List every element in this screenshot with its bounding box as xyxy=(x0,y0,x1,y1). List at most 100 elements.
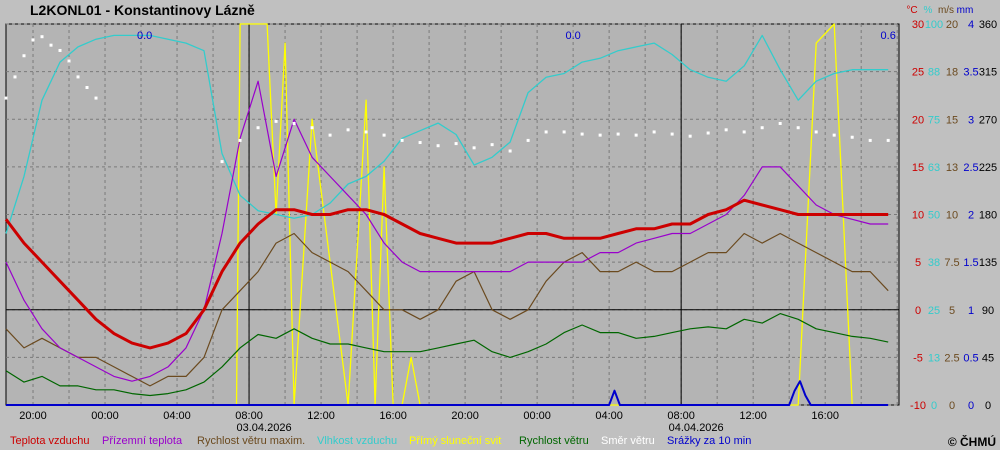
axis-tick-wind: 20 xyxy=(946,19,958,31)
x-tick-label: 20:00 xyxy=(451,410,479,422)
wind-dir-point xyxy=(778,121,782,125)
legend-item: Rychlost větru maxim. xyxy=(197,435,305,447)
axis-tick-humidity: 25 xyxy=(928,305,940,317)
legend-item: Srážky za 10 min xyxy=(667,435,751,447)
axis-tick-direction: 90 xyxy=(982,305,994,317)
copyright: © ČHMÚ xyxy=(947,435,996,449)
axis-tick-precip: 3 xyxy=(968,114,974,126)
x-tick-label: 16:00 xyxy=(379,410,407,422)
axis-tick-temp: 30 xyxy=(912,19,924,31)
axis-tick-precip: 2.5 xyxy=(963,162,978,174)
axis-tick-humidity: 88 xyxy=(928,67,940,79)
x-tick-label: 12:00 xyxy=(739,410,767,422)
wind-dir-point xyxy=(238,138,242,142)
axis-tick-direction: 360 xyxy=(979,19,997,31)
axis-tick-precip: 0 xyxy=(968,400,974,412)
axis-unit-precip: mm xyxy=(957,5,974,16)
x-tick-label: 08:00 xyxy=(235,410,263,422)
wind-dir-point xyxy=(454,142,458,146)
axis-tick-temp: -5 xyxy=(913,352,923,364)
wind-dir-point xyxy=(724,128,728,132)
axis-tick-wind: 0 xyxy=(949,400,955,412)
axis-tick-precip: 1.5 xyxy=(963,257,978,269)
axes: 20:00 00:00 04:00 08:00 12:00 16:00 20:00 00:00… xyxy=(19,5,997,434)
wind-dir-point xyxy=(868,138,872,142)
axis-unit-wind: m/s xyxy=(938,5,954,16)
axis-tick-humidity: 75 xyxy=(928,114,940,126)
precip-total: 0.0 xyxy=(565,30,580,42)
wind-dir-point xyxy=(544,130,548,134)
wind-dir-point xyxy=(850,135,854,139)
wind-dir-point xyxy=(76,75,80,79)
axis-tick-wind: 15 xyxy=(946,114,958,126)
wind-dir-point xyxy=(310,126,314,130)
precip-total: 0.6 xyxy=(881,30,896,42)
axis-tick-temp: 20 xyxy=(912,114,924,126)
wind-dir-point xyxy=(400,138,404,142)
wind-dir-point xyxy=(634,133,638,137)
page-title: L2KONL01 - Konstantinovy Lázně xyxy=(30,2,255,18)
axis-tick-direction: 180 xyxy=(979,210,997,222)
wind-dir-point xyxy=(508,149,512,153)
wind-dir-point xyxy=(562,130,566,134)
axis-tick-precip: 3.5 xyxy=(963,67,978,79)
axis-tick-temp: 5 xyxy=(915,257,921,269)
wind-dir-point xyxy=(436,144,440,148)
wind-dir-point xyxy=(94,96,98,100)
legend-item: Přímý sluneční svit xyxy=(409,435,501,447)
wind-dir-point xyxy=(292,121,296,125)
axis-tick-temp: 25 xyxy=(912,67,924,79)
wind-dir-point xyxy=(58,48,62,52)
wind-dir-point xyxy=(418,141,422,145)
wind-dir-point xyxy=(688,134,692,138)
wind-dir-point xyxy=(67,59,71,63)
axis-tick-direction: 0 xyxy=(985,400,991,412)
legend-item: Rychlost větru xyxy=(519,435,589,447)
x-tick-label: 04:00 xyxy=(163,410,191,422)
axis-tick-direction: 45 xyxy=(982,352,994,364)
precip-total: 0.0 xyxy=(137,30,152,42)
wind-dir-point xyxy=(616,132,620,136)
axis-tick-precip: 2 xyxy=(968,210,974,222)
wind-dir-point xyxy=(85,86,89,89)
wind-dir-point xyxy=(31,38,35,42)
axis-tick-humidity: 50 xyxy=(928,210,940,222)
wind-dir-point xyxy=(814,130,818,134)
date-label: 04.04.2026 xyxy=(669,422,724,434)
legend-item: Přízemní teplota xyxy=(102,435,183,447)
axis-tick-humidity: 100 xyxy=(925,19,943,31)
wind-dir-point xyxy=(274,119,278,123)
wind-dir-point xyxy=(256,126,260,130)
wind-dir-point xyxy=(796,126,800,130)
legend: Teplota vzduchu Přízemní teplota Rychlost … xyxy=(10,435,751,447)
wind-dir-point xyxy=(4,96,8,100)
axis-tick-direction: 135 xyxy=(979,257,997,269)
x-tick-label: 20:00 xyxy=(19,410,47,422)
series-temperature xyxy=(4,198,889,350)
wind-dir-point xyxy=(328,133,332,137)
series-humidity xyxy=(5,34,889,234)
axis-tick-temp: 0 xyxy=(915,305,921,317)
x-tick-label: 04:00 xyxy=(595,410,623,422)
axis-tick-direction: 270 xyxy=(979,114,997,126)
axis-tick-humidity: 13 xyxy=(928,352,940,364)
axis-tick-temp: 15 xyxy=(912,162,924,174)
wind-dir-point xyxy=(742,130,746,134)
series-group xyxy=(4,23,890,406)
axis-tick-humidity: 63 xyxy=(928,162,940,174)
wind-dir-point xyxy=(472,146,476,150)
wind-dir-point xyxy=(580,132,584,136)
axis-tick-precip: 0.5 xyxy=(963,352,978,364)
x-tick-label: 16:00 xyxy=(811,410,839,422)
wind-dir-point xyxy=(40,35,44,39)
legend-item: Teplota vzduchu xyxy=(10,435,90,447)
date-label: 03.04.2026 xyxy=(237,422,292,434)
axis-unit-temp: °C xyxy=(906,5,917,16)
legend-item: Vlhkost vzduchu xyxy=(317,435,397,447)
wind-dir-point xyxy=(832,133,836,137)
series-ground-temp xyxy=(5,80,889,382)
wind-dir-point xyxy=(22,54,26,58)
axis-tick-direction: 225 xyxy=(979,162,997,174)
